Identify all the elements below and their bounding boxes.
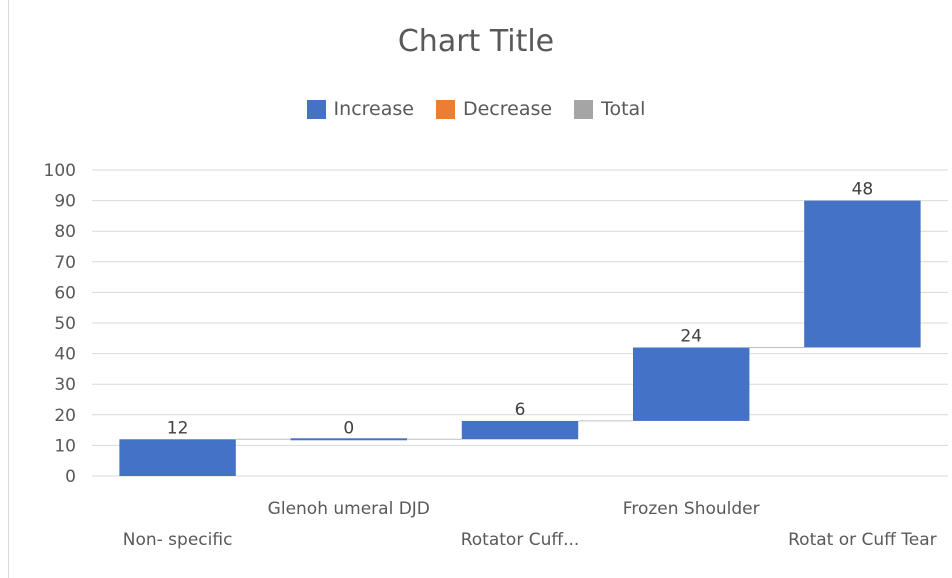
chart-legend: Increase Decrease Total: [0, 98, 952, 120]
y-tick-label: 20: [54, 406, 76, 426]
y-tick-label: 0: [65, 467, 76, 487]
legend-label-increase: Increase: [333, 98, 414, 120]
x-tick-label: Non- specific: [123, 530, 233, 550]
x-tick-label: Rotat or Cuff Tear: [788, 530, 937, 550]
bar-2: [461, 420, 579, 440]
legend-item-decrease: Decrease: [435, 98, 553, 120]
y-tick-label: 100: [44, 161, 76, 181]
x-tick-label: Frozen Shoulder: [623, 499, 760, 519]
chart-frame: [8, 0, 952, 578]
legend-item-total: Total: [574, 98, 645, 120]
bar-4: [804, 200, 921, 348]
y-tick-label: 80: [54, 222, 76, 242]
y-tick-label: 60: [54, 283, 76, 303]
legend-label-decrease: Decrease: [462, 98, 553, 120]
legend-swatch-total: [574, 99, 594, 119]
data-label: 12: [167, 418, 189, 438]
bar-3: [632, 347, 750, 421]
y-tick-label: 30: [54, 375, 76, 395]
legend-item-increase: Increase: [306, 98, 414, 120]
data-label: 6: [515, 400, 526, 420]
data-label: 24: [680, 326, 702, 346]
chart-title: Chart Title: [397, 24, 555, 59]
legend-swatch-decrease: [435, 99, 455, 119]
bar-1: [290, 438, 408, 441]
data-label: 0: [343, 418, 354, 438]
y-tick-label: 70: [54, 253, 76, 273]
y-tick-label: 90: [54, 192, 76, 212]
y-tick-label: 40: [54, 345, 76, 365]
y-tick-label: 10: [54, 436, 76, 456]
x-tick-label: Rotator Cuff...: [461, 530, 580, 550]
legend-label-total: Total: [601, 98, 646, 120]
legend-swatch-increase: [306, 99, 326, 119]
bar-0: [119, 439, 236, 476]
data-label: 48: [852, 180, 874, 200]
x-tick-label: Glenoh umeral DJD: [268, 499, 430, 519]
y-tick-label: 50: [54, 314, 76, 334]
